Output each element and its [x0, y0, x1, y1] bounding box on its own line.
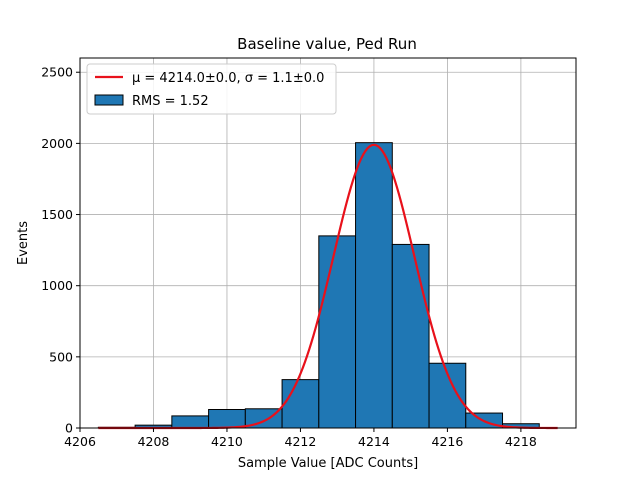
- y-tick-label: 500: [49, 349, 73, 364]
- y-tick-label: 1500: [41, 207, 73, 222]
- x-tick-label: 4206: [64, 434, 96, 449]
- histogram-bars: [97, 142, 540, 429]
- y-tick-label: 1000: [41, 278, 73, 293]
- legend-histogram-label: RMS = 1.52: [132, 94, 209, 109]
- x-tick-label: 4218: [505, 434, 537, 449]
- y-axis-ticks: 0 500 1000 1500 2000 2500: [41, 65, 80, 436]
- plot-frame: [79, 57, 577, 429]
- x-tick-label: 4216: [432, 434, 464, 449]
- x-tick-label: 4208: [138, 434, 170, 449]
- histogram-bar: [208, 409, 246, 429]
- y-tick-label: 2500: [41, 65, 73, 80]
- x-tick-label: 4210: [211, 434, 243, 449]
- histogram-bar: [281, 379, 320, 429]
- histogram-bar: [391, 243, 430, 429]
- x-axis-label: Sample Value [ADC Counts]: [238, 456, 418, 471]
- histogram-bar: [318, 235, 357, 429]
- legend-box: [86, 63, 337, 115]
- chart-title: Baseline value, Ped Run: [237, 35, 417, 53]
- x-axis-ticks: 4206 4208 4210 4212 4214 4216 4218: [64, 428, 537, 449]
- y-tick-label: 2000: [41, 136, 73, 151]
- x-tick-label: 4212: [285, 434, 317, 449]
- legend-histogram-swatch: [94, 94, 124, 106]
- histogram-bar: [355, 142, 393, 429]
- histogram-bar: [171, 415, 210, 429]
- x-tick-label: 4214: [358, 434, 390, 449]
- y-axis-label: Events: [16, 221, 31, 265]
- legend: μ = 4214.0±0.0, σ = 1.1±0.0 RMS = 1.52: [86, 63, 337, 115]
- legend-fit-label: μ = 4214.0±0.0, σ = 1.1±0.0: [132, 71, 324, 86]
- y-tick-label: 0: [65, 421, 73, 436]
